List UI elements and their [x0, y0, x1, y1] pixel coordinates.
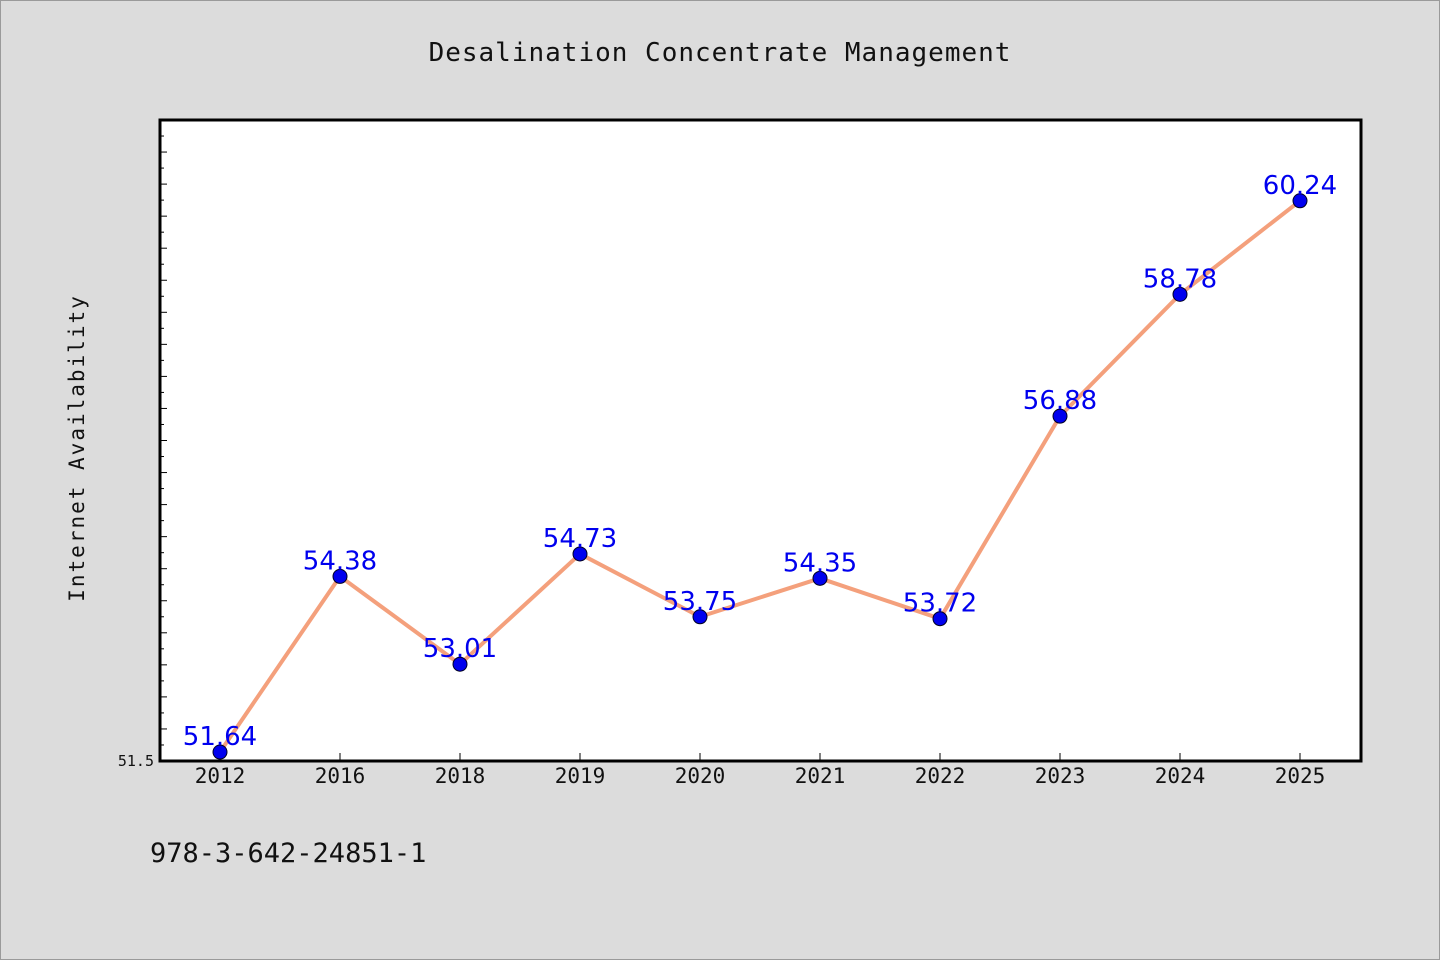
x-tick-label: 2024 — [1155, 764, 1206, 788]
x-tick-label: 2023 — [1035, 764, 1086, 788]
x-tick-label: 2018 — [435, 764, 486, 788]
series-line — [218, 198, 1302, 755]
data-label: 58.78 — [1143, 264, 1217, 294]
data-label-layer: 51.64 54.38 53.01 54.73 53.75 54.35 53.72 56.88… — [183, 171, 1337, 752]
footer-isbn: 978-3-642-24851-1 — [150, 838, 426, 869]
data-label: 54.73 — [543, 524, 617, 554]
data-point — [692, 609, 708, 625]
chart-title: Desalination Concentrate Management — [429, 38, 1012, 68]
data-point — [212, 744, 228, 760]
x-axis-ticks: 2012 2016 2018 2019 2020 2021 2022 2023 2024 2025 — [195, 753, 1326, 788]
x-tick-label: 2025 — [1275, 764, 1326, 788]
x-tick-label: 2020 — [675, 764, 726, 788]
data-point — [932, 611, 948, 627]
data-point — [1172, 286, 1188, 302]
series-layer — [218, 198, 1302, 755]
data-label: 51.64 — [183, 722, 257, 752]
y-tick-label: 51.5 — [118, 752, 154, 770]
data-label: 54.35 — [783, 548, 857, 578]
y-axis-label: Internet Availability — [65, 294, 89, 602]
data-label: 53.75 — [663, 587, 737, 617]
x-tick-label: 2019 — [555, 764, 606, 788]
data-point — [812, 570, 828, 586]
marker-layer — [212, 193, 1308, 760]
data-label: 53.01 — [423, 634, 497, 664]
data-point — [572, 546, 588, 562]
data-point — [1052, 408, 1068, 424]
x-tick-label: 2012 — [195, 764, 246, 788]
plot-area — [158, 118, 1363, 763]
data-point — [1292, 193, 1308, 209]
x-tick-label: 2022 — [915, 764, 966, 788]
data-point — [332, 568, 348, 584]
data-label: 53.72 — [903, 589, 977, 619]
x-tick-label: 2021 — [795, 764, 846, 788]
y-axis-ticks: 51.5 — [118, 119, 167, 770]
x-tick-label: 2016 — [315, 764, 366, 788]
data-label: 54.38 — [303, 546, 377, 576]
data-label: 56.88 — [1023, 386, 1097, 416]
data-label: 60.24 — [1263, 171, 1337, 201]
data-point — [452, 656, 468, 672]
